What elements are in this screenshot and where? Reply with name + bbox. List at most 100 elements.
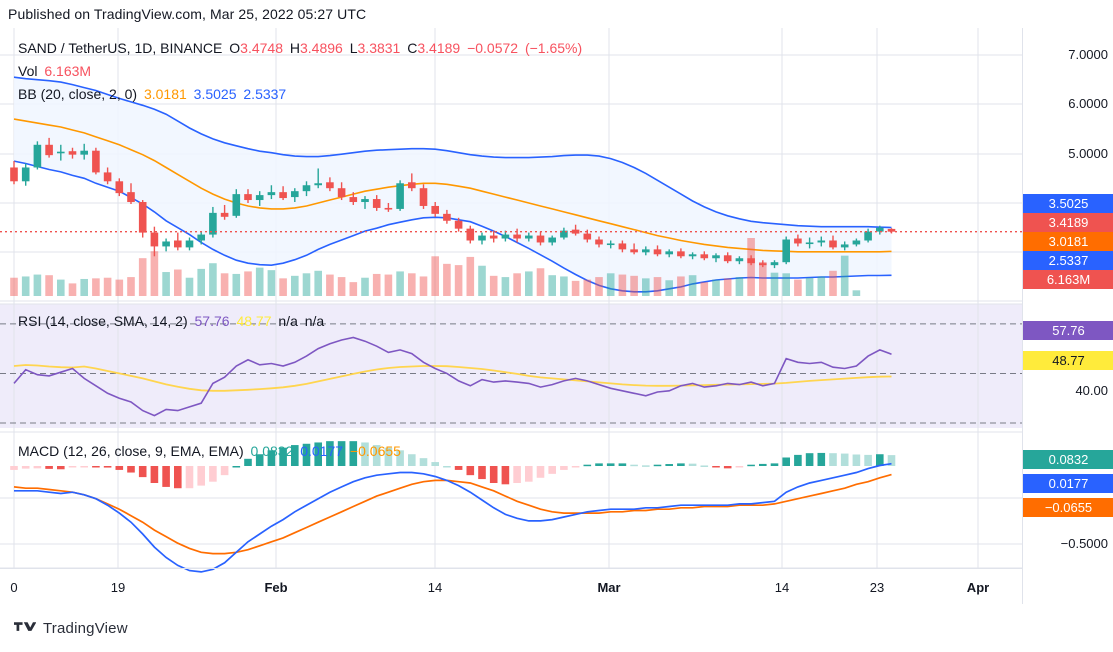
candle-body xyxy=(244,194,252,201)
volume-bar xyxy=(232,273,241,296)
footer-branding: TradingView xyxy=(14,620,128,637)
macd-histogram-bar xyxy=(127,466,135,473)
macd-histogram-bar xyxy=(349,441,358,466)
bollinger-basis-line xyxy=(13,118,892,253)
macd-histogram-bar xyxy=(255,454,264,466)
volume-bar xyxy=(162,272,170,296)
macd-histogram-bar xyxy=(115,466,124,470)
candle-body xyxy=(220,212,229,217)
candle-body xyxy=(372,199,381,208)
macd-histogram-bar xyxy=(489,466,498,483)
candle-body xyxy=(197,234,205,241)
volume-bar xyxy=(618,274,627,296)
volume-bar xyxy=(642,278,650,296)
volume-bar xyxy=(138,258,147,296)
bb-lower-badge: 2.5337 xyxy=(1023,251,1113,270)
macd-histogram-bar xyxy=(443,466,451,468)
macd-histogram-bar xyxy=(21,466,30,469)
macd-histogram-bar xyxy=(712,466,720,468)
candle-body xyxy=(583,233,592,240)
candle-body xyxy=(337,188,346,198)
time-tick-7: Apr xyxy=(966,580,990,595)
macd-histogram-bar xyxy=(864,454,872,466)
candle-body xyxy=(255,195,264,201)
volume-bar xyxy=(571,280,580,296)
volume-bar xyxy=(770,272,779,296)
candle-body xyxy=(782,239,790,263)
macd-histogram-bar xyxy=(466,466,475,476)
macd-histogram-bar xyxy=(723,466,732,469)
candle-body xyxy=(829,240,837,248)
time-tick-1: 19 xyxy=(110,580,126,595)
volume-bar xyxy=(759,261,767,296)
macd-histogram-bar xyxy=(536,466,545,478)
price-tick-2: 5.0000 xyxy=(1068,146,1108,161)
macd-histogram-bar xyxy=(220,466,229,476)
macd-histogram-bar xyxy=(232,466,241,468)
macd-histogram-bar xyxy=(747,464,755,467)
candle-body xyxy=(478,235,486,241)
macd-histogram-bar xyxy=(653,464,662,467)
macd-histogram-bar xyxy=(829,453,837,466)
macd-histogram-bar xyxy=(279,447,287,466)
candle-body xyxy=(887,228,896,232)
candle-body xyxy=(735,258,744,262)
volume-bar xyxy=(33,274,42,296)
macd-histogram-bar xyxy=(887,455,896,466)
volume-bar xyxy=(372,273,381,296)
macd-histogram-bar xyxy=(384,447,393,466)
volume-bar xyxy=(700,282,709,296)
macd-line-badge: 0.0177 xyxy=(1023,474,1113,493)
macd-histogram-bar xyxy=(244,458,252,466)
volume-bar xyxy=(185,277,194,296)
candle-body xyxy=(548,237,556,243)
volume-bar xyxy=(150,251,159,296)
macd-histogram-bar xyxy=(770,463,779,466)
candle-body xyxy=(618,243,627,250)
volume-bar xyxy=(45,275,53,296)
time-tick-5: 14 xyxy=(774,580,790,595)
volume-bar xyxy=(712,279,720,296)
macd-signal-line xyxy=(13,473,892,555)
volume-bar xyxy=(560,276,568,296)
volume-bar xyxy=(431,256,439,296)
candle-body xyxy=(384,207,393,210)
macd-histogram-bar xyxy=(700,465,709,467)
candle-body xyxy=(805,242,814,245)
candle-body xyxy=(80,150,88,155)
macd-histogram-bar xyxy=(606,463,615,466)
volume-bar xyxy=(361,277,369,296)
macd-histogram-bar xyxy=(92,466,100,468)
price-scale[interactable]: 7.00006.00005.00004.000040.00−0.50003.50… xyxy=(1022,28,1113,604)
candle-body xyxy=(302,185,311,192)
volume-bar xyxy=(443,263,451,296)
bb-upper-badge: 3.5025 xyxy=(1023,194,1113,213)
volume-bar xyxy=(805,277,814,296)
macd-histogram-bar xyxy=(396,450,404,466)
volume-bar xyxy=(92,278,100,296)
chart-svg xyxy=(0,28,1022,573)
volume-bar xyxy=(817,276,826,296)
candle-body xyxy=(677,251,685,257)
candle-body xyxy=(267,192,276,196)
macd-histogram-bar xyxy=(372,445,381,466)
candle-body xyxy=(595,239,603,245)
candle-body xyxy=(876,227,884,232)
candle-body xyxy=(723,255,732,262)
time-tick-6: 23 xyxy=(869,580,885,595)
macd-histogram-bar xyxy=(419,458,428,466)
candle-body xyxy=(127,192,135,203)
time-scale[interactable]: 0 19 Feb 14 Mar 14 23 Apr xyxy=(0,568,1022,605)
candle-body xyxy=(92,150,100,173)
candle-body xyxy=(653,249,662,255)
macd-histogram-bar xyxy=(431,462,439,466)
macd-histogram-bar xyxy=(501,466,510,485)
macd-histogram-bar xyxy=(595,463,603,466)
candle-body xyxy=(361,199,369,203)
chart-canvas[interactable] xyxy=(0,28,1113,604)
macd-histogram-bar xyxy=(45,466,53,469)
macd-histogram-bar xyxy=(805,453,814,466)
volume-bar xyxy=(80,278,88,296)
candle-body xyxy=(560,230,568,238)
volume-bar xyxy=(583,279,592,296)
